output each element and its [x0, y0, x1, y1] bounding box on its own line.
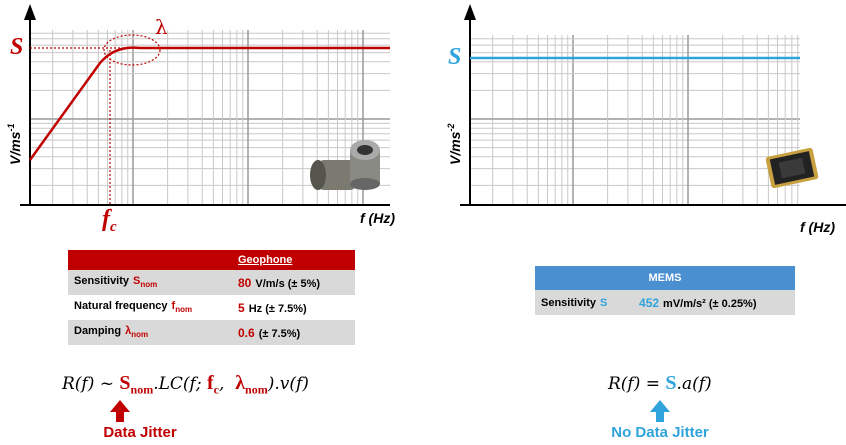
table-header: Geophone: [232, 250, 355, 270]
x-axis-label: f (Hz): [360, 210, 395, 226]
table-row: Sensitivity S 452 mV/m/s² (± 0.25%): [535, 290, 795, 315]
response-curve: [30, 48, 390, 160]
fc-label: fc: [102, 206, 117, 235]
mems-image: [765, 147, 819, 188]
mems-table: MEMS Sensitivity S 452 mV/m/s² (± 0.25%): [535, 266, 795, 315]
formula-part: λ: [235, 372, 245, 394]
row-value: 80 V/m/s (± 5%): [232, 270, 355, 295]
formula: R(f) = S.a(f): [608, 372, 712, 395]
row-value: 0.6 (± 7.5%): [232, 320, 355, 345]
formula-part: ,: [219, 374, 235, 394]
param: S: [600, 297, 607, 309]
row-value: 452 mV/m/s² (± 0.25%): [633, 290, 795, 315]
lambda-zone: [104, 35, 160, 65]
formula-part: R(f) =: [608, 374, 665, 394]
row-value: 5 Hz (± 7.5%): [232, 295, 355, 320]
note: No Data Jitter: [560, 424, 760, 441]
value: 80: [238, 276, 251, 290]
label: Sensitivity: [74, 275, 129, 287]
param-sub: nom: [175, 306, 192, 315]
unit: mV/m/s² (± 0.25%): [663, 298, 756, 310]
formula-sub: nom: [245, 382, 268, 396]
formula-part: S: [119, 372, 130, 394]
formula: R(f) ~ Snom.LC(f; fc, λnom).v(f): [62, 372, 309, 397]
note: Data Jitter: [40, 424, 240, 441]
formula-part: S: [665, 372, 676, 394]
unit: Hz (± 7.5%): [249, 303, 307, 315]
row-label: Sensitivity S: [535, 290, 633, 315]
lambda-label: λ: [155, 15, 168, 39]
label: Sensitivity: [541, 297, 596, 309]
value: 5: [238, 301, 245, 315]
y-symbol: S: [10, 34, 23, 60]
formula-part: .a(f): [677, 374, 712, 394]
y-symbol: S: [448, 44, 461, 70]
formula-part: ).v(f): [268, 374, 309, 394]
arrow-up: [650, 400, 670, 422]
param-sub: nom: [131, 331, 148, 340]
formula-part: .LC(f;: [153, 374, 207, 394]
label: Damping: [74, 325, 121, 337]
unit: V/m/s (± 5%): [255, 278, 320, 290]
value: 452: [639, 296, 659, 310]
arrow-up: [110, 400, 130, 422]
page: S λ fc f (Hz) V/ms-1 S f (Hz) V/ms-2 Geo…: [0, 0, 846, 445]
y-axis-label: V/ms-1: [6, 124, 23, 165]
formula-part: R(f) ~: [62, 374, 119, 394]
unit: (± 7.5%): [259, 328, 301, 340]
x-axis-label: f (Hz): [800, 219, 835, 235]
formula-sub: nom: [131, 382, 154, 396]
formula-part: f: [207, 372, 214, 394]
y-axis-label: V/ms-2: [446, 124, 463, 165]
label: Natural frequency: [74, 300, 168, 312]
right-grid: [470, 35, 800, 205]
table-header: MEMS: [535, 266, 795, 290]
value: 0.6: [238, 326, 255, 340]
param-sub: nom: [140, 281, 157, 290]
